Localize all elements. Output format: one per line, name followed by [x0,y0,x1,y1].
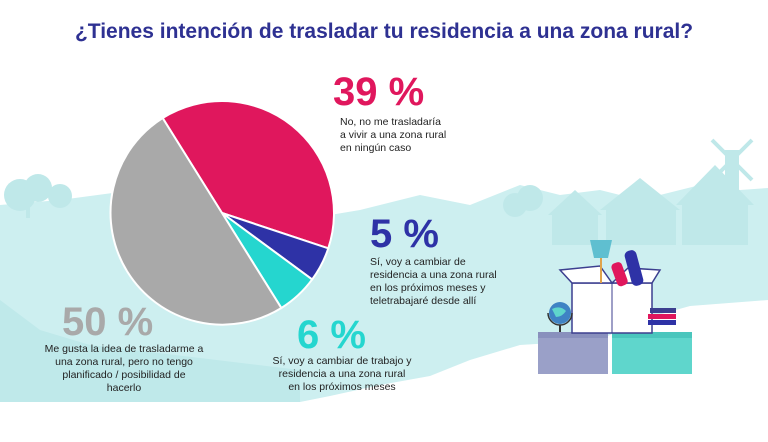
label-me-gusta-percent: 50 % [62,300,154,344]
label-no-percent: 39 % [333,70,425,114]
trees-left [4,174,543,218]
pie-slice-no [161,100,335,250]
houses-right [548,150,754,245]
label-si-teletrabajo-description: Sí, voy a cambiar de residencia a una zo… [370,256,497,307]
label-si-teletrabajo-percent: 5 % [370,212,439,256]
label-no-description: No, no me trasladaría a vivir a una zona… [340,116,447,154]
label-si-cambio-trabajo-description: Sí, voy a cambiar de trabajo y residenci… [272,355,412,393]
windmill-icon [710,138,754,182]
chart-title: ¿Tienes intención de trasladar tu reside… [74,20,694,43]
background-hills [0,300,300,402]
moving-boxes-illustration [538,240,692,374]
label-si-cambio-trabajo-percent: 6 % [297,313,366,357]
pie-slice-me-gusta [109,116,283,326]
label-me-gusta-description: Me gusta la idea de trasladarme a una zo… [44,343,204,394]
